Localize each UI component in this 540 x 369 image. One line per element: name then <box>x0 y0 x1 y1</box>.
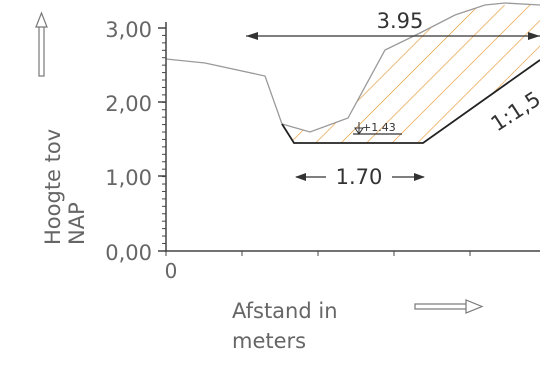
water-level-label: +1.43 <box>362 121 396 134</box>
bottom-width-label: 1.70 <box>336 165 383 189</box>
hatched-excavation-area <box>282 5 540 143</box>
y-axis-title-line2: NAP <box>65 202 89 245</box>
x-tick-label-0: 0 <box>165 259 178 283</box>
right-arrow-icon <box>414 299 484 314</box>
bottom-width-left-arrowhead <box>295 173 306 181</box>
x-axis-ticks <box>165 251 471 256</box>
x-axis-title-line2: meters <box>232 329 306 353</box>
top-width-left-arrowhead <box>246 32 258 40</box>
y-tick-label-3: 3,00 <box>105 18 152 42</box>
existing-terrain-line <box>165 2 540 133</box>
design-profile-line <box>281 59 540 144</box>
up-arrow-icon <box>35 11 48 77</box>
y-axis-title: Hoogte tov NAP <box>41 129 89 245</box>
y-tick-label-0: 0,00 <box>105 241 152 265</box>
x-axis-title-line1: Afstand in <box>232 299 338 323</box>
y-tick-label-2: 2,00 <box>105 92 152 116</box>
top-width-label: 3.95 <box>377 9 424 33</box>
bottom-width-right-arrowhead <box>414 173 425 181</box>
top-width-right-arrowhead <box>528 32 540 40</box>
y-axis-title-line1: Hoogte tov <box>41 129 65 245</box>
y-tick-label-1: 1,00 <box>105 166 152 190</box>
slope-label: 1:1,5 <box>487 87 540 136</box>
